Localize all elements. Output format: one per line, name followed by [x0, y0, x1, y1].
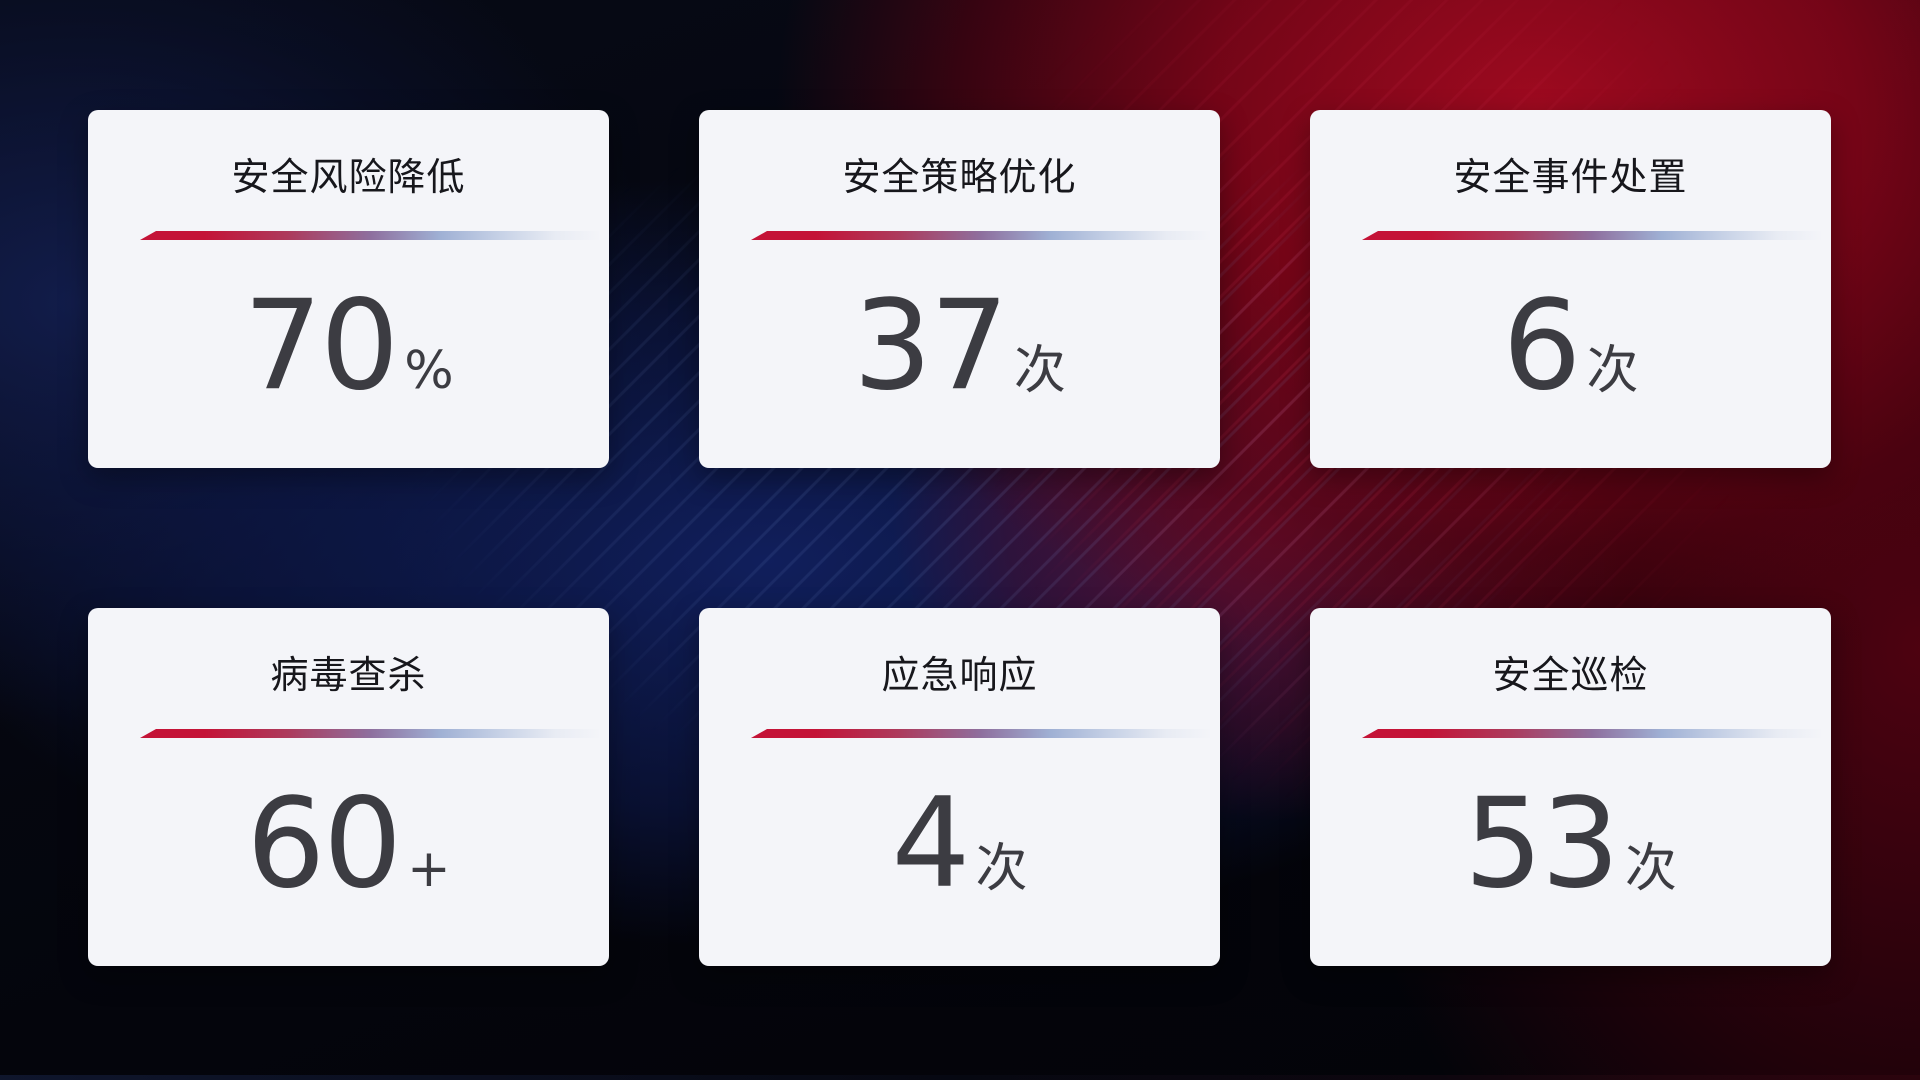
card-value-row: 6 次 [1310, 274, 1831, 418]
card-unit: 次 [1013, 341, 1066, 401]
card-title: 病毒查杀 [270, 653, 427, 697]
card-value-row: 60 + [88, 772, 609, 916]
gradient-divider [751, 729, 1212, 738]
stat-card-incident-handling: 安全事件处置 6 次 [1310, 110, 1831, 468]
card-value: 6 [1502, 274, 1582, 418]
gradient-divider [751, 231, 1212, 240]
card-value-row: 53 次 [1310, 772, 1831, 916]
gradient-divider [140, 231, 601, 240]
gradient-divider [1362, 231, 1823, 240]
card-title: 应急响应 [881, 653, 1038, 697]
card-value: 37 [853, 274, 1009, 418]
card-value: 4 [891, 772, 971, 916]
card-title: 安全事件处置 [1453, 155, 1688, 199]
card-title: 安全巡检 [1492, 653, 1649, 697]
card-value: 53 [1464, 772, 1620, 916]
stat-cards-grid: 安全风险降低 70 % 安全策略优化 37 次 安全事件处置 6 次 病毒查杀 … [88, 110, 1831, 966]
card-title: 安全策略优化 [842, 155, 1077, 199]
card-unit: 次 [975, 839, 1028, 899]
gradient-divider [140, 729, 601, 738]
card-value: 60 [246, 772, 402, 916]
card-value-row: 37 次 [699, 274, 1220, 418]
card-value-row: 4 次 [699, 772, 1220, 916]
card-unit: 次 [1624, 839, 1677, 899]
card-unit: 次 [1586, 341, 1639, 401]
card-unit: + [407, 839, 451, 899]
stat-card-risk-reduction: 安全风险降低 70 % [88, 110, 609, 468]
card-value-row: 70 % [88, 274, 609, 418]
stat-card-emergency-response: 应急响应 4 次 [699, 608, 1220, 966]
card-unit: % [404, 341, 454, 401]
bottom-edge-glow [0, 1075, 1920, 1080]
gradient-divider [1362, 729, 1823, 738]
stat-card-security-inspection: 安全巡检 53 次 [1310, 608, 1831, 966]
stat-card-virus-scan: 病毒查杀 60 + [88, 608, 609, 966]
card-title: 安全风险降低 [231, 155, 466, 199]
card-value: 70 [243, 274, 399, 418]
stat-card-policy-optimization: 安全策略优化 37 次 [699, 110, 1220, 468]
